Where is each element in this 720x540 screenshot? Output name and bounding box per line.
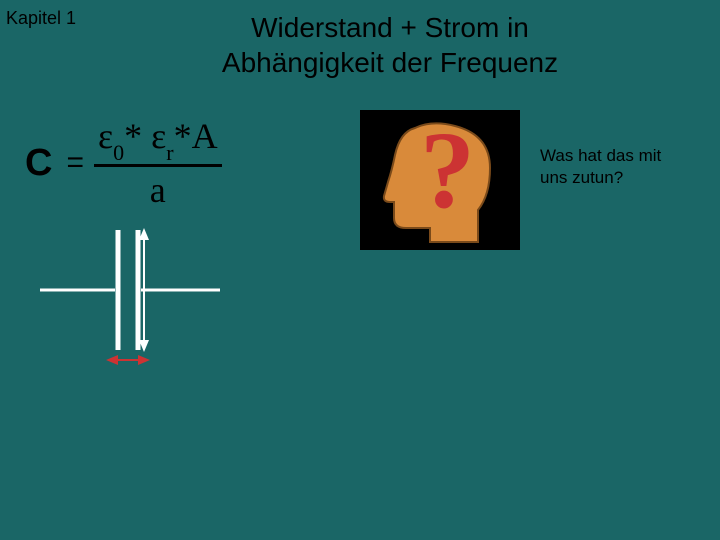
star2: * <box>174 116 192 156</box>
formula-lhs: C <box>25 142 52 185</box>
formula-denominator: a <box>94 169 222 211</box>
capacitor-diagram <box>40 210 300 380</box>
sub-r: r <box>166 140 173 165</box>
capacitance-formula: C = ε0* εr*A a <box>25 115 222 211</box>
sub-0: 0 <box>113 140 124 165</box>
side-caption: Was hat das mit uns zutun? <box>540 145 661 189</box>
caption-line-2: uns zutun? <box>540 168 623 187</box>
star1: * <box>124 116 142 156</box>
area-A: A <box>192 116 218 156</box>
formula-equals: = <box>66 146 84 180</box>
formula-numerator: ε0* εr*A <box>94 115 222 162</box>
epsilon-0: ε <box>98 116 113 156</box>
formula-fraction: ε0* εr*A a <box>94 115 222 211</box>
question-mark: ? <box>420 115 475 225</box>
epsilon-r: ε <box>151 116 166 156</box>
chapter-label: Kapitel 1 <box>6 8 76 29</box>
caption-line-1: Was hat das mit <box>540 146 661 165</box>
horizontal-arrow-head-left <box>106 355 118 365</box>
page-title: Widerstand + Strom in Abhängigkeit der F… <box>180 10 600 80</box>
title-line-1: Widerstand + Strom in <box>251 12 529 43</box>
title-line-2: Abhängigkeit der Frequenz <box>222 47 558 78</box>
horizontal-arrow-head-right <box>138 355 150 365</box>
